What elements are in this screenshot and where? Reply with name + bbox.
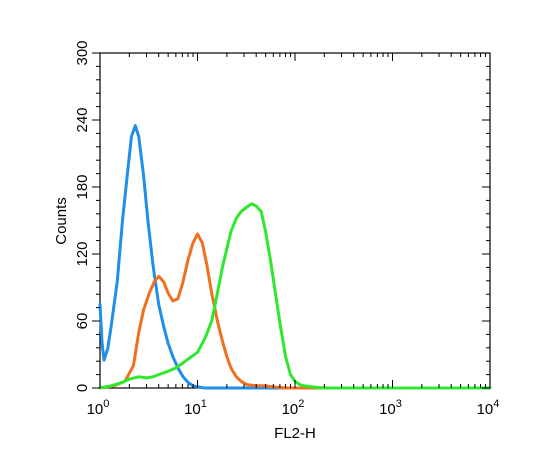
plot-frame — [99, 52, 491, 389]
x-tick-exponent: 1 — [201, 398, 207, 410]
series-line-2 — [98, 232, 492, 390]
x-tick-base: 10 — [184, 401, 201, 418]
x-tick-label: 103 — [379, 398, 402, 418]
x-tick-label: 104 — [477, 398, 500, 418]
x-tick-exponent: 4 — [493, 398, 499, 410]
x-tick-base: 10 — [477, 401, 494, 418]
x-tick-label: 102 — [282, 398, 305, 418]
y-tick-label: 240 — [74, 107, 91, 132]
x-tick-exponent: 2 — [298, 398, 304, 410]
y-tick-label: 180 — [74, 174, 91, 199]
y-tick-label: 0 — [74, 384, 91, 392]
x-tick-base: 10 — [282, 401, 299, 418]
x-tick-exponent: 3 — [396, 398, 402, 410]
series-line-3 — [98, 202, 492, 390]
x-tick-base: 10 — [379, 401, 396, 418]
series-layer — [98, 124, 492, 390]
x-tick-base: 10 — [87, 401, 104, 418]
y-tick-label: 60 — [74, 313, 91, 330]
y-tick-label: 300 — [74, 40, 91, 65]
x-tick-label: 101 — [184, 398, 207, 418]
y-axis-label: Counts — [53, 197, 70, 245]
series-line-1 — [98, 124, 492, 390]
x-tick-exponent: 0 — [103, 398, 109, 410]
x-tick-label: 100 — [87, 398, 110, 418]
ticks-layer — [92, 52, 491, 389]
y-tick-label: 120 — [74, 241, 91, 266]
x-axis-label: FL2-H — [274, 425, 316, 442]
